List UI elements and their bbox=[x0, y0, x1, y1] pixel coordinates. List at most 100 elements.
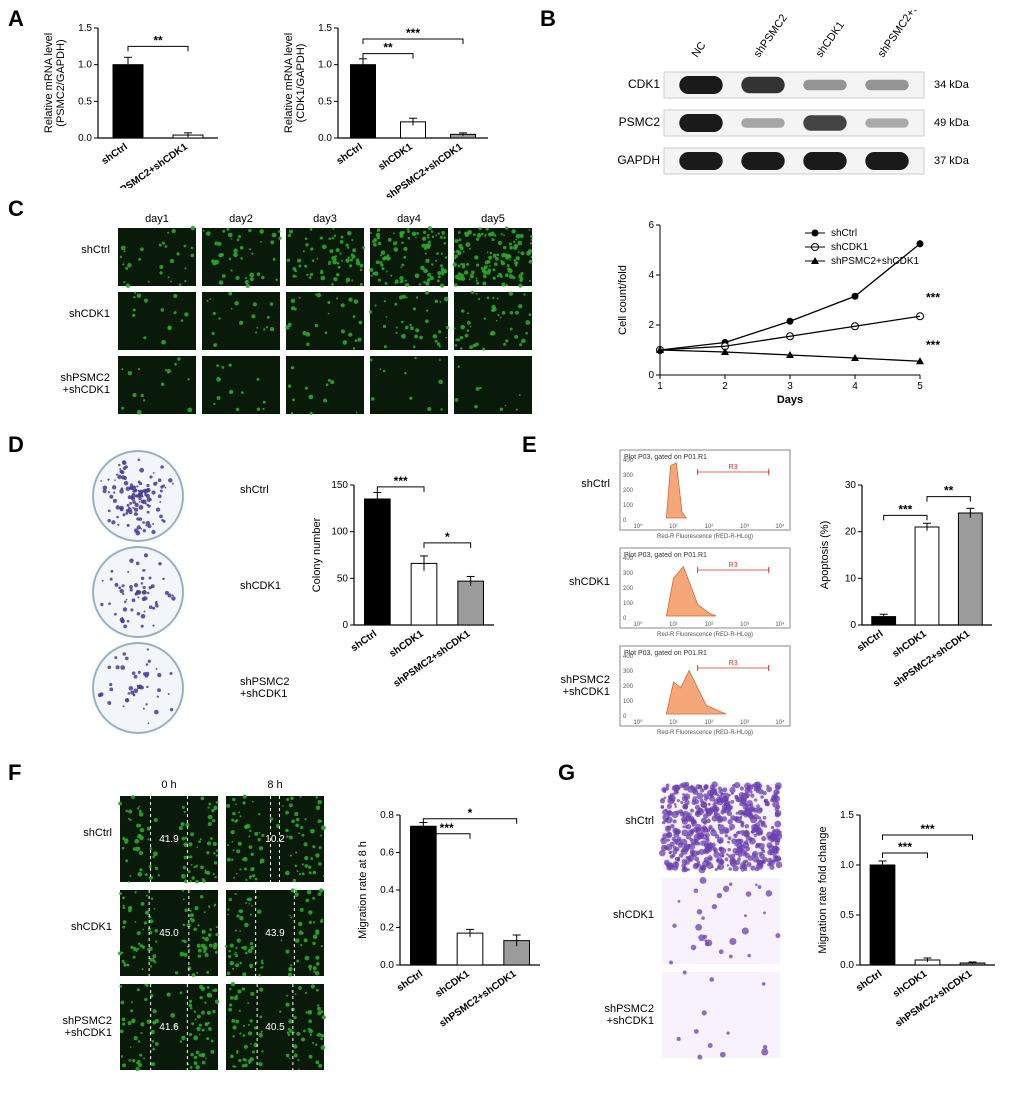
svg-text:day4: day4 bbox=[397, 213, 421, 225]
svg-text:300: 300 bbox=[623, 571, 634, 577]
svg-text:PSMC2: PSMC2 bbox=[619, 115, 661, 129]
label-d: D bbox=[8, 432, 24, 458]
svg-text:(CDK1/GAPDH): (CDK1/GAPDH) bbox=[295, 44, 307, 123]
svg-text:1.0: 1.0 bbox=[78, 60, 92, 71]
svg-text:10¹: 10¹ bbox=[669, 622, 678, 628]
svg-text:100: 100 bbox=[331, 527, 348, 538]
svg-text:10⁴: 10⁴ bbox=[775, 621, 785, 628]
svg-text:10⁴: 10⁴ bbox=[775, 523, 785, 530]
svg-text:10³: 10³ bbox=[740, 524, 749, 530]
svg-text:day3: day3 bbox=[313, 213, 337, 225]
svg-text:Days: Days bbox=[777, 394, 803, 406]
svg-text:200: 200 bbox=[623, 488, 634, 494]
svg-text:shPSMC2: shPSMC2 bbox=[604, 1003, 654, 1015]
svg-text:***: *** bbox=[406, 26, 420, 40]
svg-text:***: *** bbox=[898, 840, 912, 854]
svg-text:Apoptosis (%): Apoptosis (%) bbox=[819, 521, 831, 589]
panelF-chart: 0.00.20.40.60.8Migration rate at 8 hshCt… bbox=[338, 800, 568, 1050]
svg-text:shCDK1: shCDK1 bbox=[814, 19, 847, 59]
svg-text:0.5: 0.5 bbox=[78, 96, 92, 107]
svg-text:shPSMC2: shPSMC2 bbox=[752, 12, 790, 59]
svg-text:Red-R Fluorescence (RED-R-HLog: Red-R Fluorescence (RED-R-HLog) bbox=[657, 632, 753, 638]
svg-text:100: 100 bbox=[623, 699, 634, 705]
svg-text:shPSMC2+shCDK1: shPSMC2+shCDK1 bbox=[438, 968, 519, 1029]
panelC-chart: 024612345DaysCell count/foldshCtrlshCDK1… bbox=[590, 210, 990, 420]
svg-text:Red-R Fluorescence (RED-R-HLog: Red-R Fluorescence (RED-R-HLog) bbox=[657, 534, 753, 540]
label-b: B bbox=[540, 6, 556, 32]
svg-text:GAPDH: GAPDH bbox=[617, 153, 660, 167]
svg-text:shCDK1: shCDK1 bbox=[569, 576, 610, 588]
svg-text:10⁰: 10⁰ bbox=[633, 719, 643, 726]
svg-text:1: 1 bbox=[657, 381, 663, 392]
svg-text:0.5: 0.5 bbox=[840, 910, 854, 921]
svg-text:shCDK1: shCDK1 bbox=[388, 628, 427, 660]
panelA-chart1: 0.00.51.01.5Relative mRNA level(PSMC2/GA… bbox=[28, 8, 258, 188]
svg-text:10³: 10³ bbox=[740, 622, 749, 628]
svg-text:R3: R3 bbox=[729, 464, 738, 471]
svg-text:Plot P03, gated on P01.R1: Plot P03, gated on P01.R1 bbox=[624, 454, 707, 461]
svg-text:0.0: 0.0 bbox=[318, 133, 332, 144]
svg-text:Cell count/fold: Cell count/fold bbox=[617, 265, 629, 335]
svg-text:Migration rate at 8 h: Migration rate at 8 h bbox=[357, 841, 369, 939]
svg-text:shPSMC2+shCDK1: shPSMC2+shCDK1 bbox=[876, 10, 941, 60]
svg-text:10⁰: 10⁰ bbox=[633, 621, 643, 628]
svg-text:0.8: 0.8 bbox=[380, 810, 394, 821]
svg-text:0: 0 bbox=[850, 620, 856, 631]
svg-text:6: 6 bbox=[648, 220, 654, 231]
svg-text:***: *** bbox=[394, 474, 408, 488]
svg-text:Red-R Fluorescence (RED-R-HLog: Red-R Fluorescence (RED-R-HLog) bbox=[657, 730, 753, 736]
svg-text:+shCDK1: +shCDK1 bbox=[240, 688, 287, 700]
svg-text:43.9: 43.9 bbox=[265, 928, 285, 939]
svg-text:300: 300 bbox=[623, 473, 634, 479]
label-e: E bbox=[522, 432, 537, 458]
svg-text:Relative mRNA level: Relative mRNA level bbox=[283, 33, 295, 133]
svg-text:40.5: 40.5 bbox=[265, 1022, 285, 1033]
svg-text:45.0: 45.0 bbox=[159, 928, 179, 939]
svg-text:Migration rate fold change: Migration rate fold change bbox=[817, 826, 829, 953]
svg-text:(PSMC2/GAPDH): (PSMC2/GAPDH) bbox=[55, 39, 67, 126]
svg-text:2: 2 bbox=[722, 381, 728, 392]
svg-text:***: *** bbox=[926, 291, 940, 305]
svg-text:shPSMC2+shCDK1: shPSMC2+shCDK1 bbox=[891, 628, 972, 689]
panelD-plates: shCtrlshCDK1shPSMC2+shCDK1 bbox=[28, 446, 328, 746]
svg-text:+shCDK1: +shCDK1 bbox=[607, 1015, 654, 1027]
svg-text:Colony number: Colony number bbox=[311, 517, 323, 592]
svg-text:***: *** bbox=[920, 822, 934, 836]
svg-text:shPSMC2+shCDK1: shPSMC2+shCDK1 bbox=[893, 968, 974, 1029]
svg-text:3: 3 bbox=[787, 381, 793, 392]
svg-text:1.5: 1.5 bbox=[78, 23, 92, 34]
svg-text:8 h: 8 h bbox=[267, 779, 282, 791]
svg-text:10²: 10² bbox=[705, 622, 714, 628]
panelE-chart: 0102030Apoptosis (%)shCtrlshCDK1shPSMC2+… bbox=[804, 470, 1014, 700]
svg-text:***: *** bbox=[440, 821, 454, 835]
svg-text:R3: R3 bbox=[729, 660, 738, 667]
panelD-chart: 050100150Colony numbershCtrlshCDK1shPSMC… bbox=[292, 470, 522, 700]
svg-text:**: ** bbox=[944, 484, 954, 498]
svg-text:shCDK1: shCDK1 bbox=[377, 141, 416, 173]
svg-text:10²: 10² bbox=[705, 524, 714, 530]
svg-text:0.4: 0.4 bbox=[380, 885, 394, 896]
svg-text:day2: day2 bbox=[229, 213, 253, 225]
svg-text:20: 20 bbox=[845, 527, 857, 538]
svg-text:10¹: 10¹ bbox=[669, 524, 678, 530]
svg-text:4: 4 bbox=[852, 381, 858, 392]
svg-text:5: 5 bbox=[917, 381, 923, 392]
svg-text:400: 400 bbox=[623, 556, 634, 562]
svg-text:shPSMC2: shPSMC2 bbox=[240, 676, 290, 688]
label-c: C bbox=[8, 196, 24, 222]
svg-text:shPSMC2: shPSMC2 bbox=[560, 674, 610, 686]
svg-text:CDK1: CDK1 bbox=[628, 77, 660, 91]
svg-text:shCDK1: shCDK1 bbox=[891, 968, 930, 1000]
svg-text:shCtrl: shCtrl bbox=[83, 827, 112, 839]
svg-text:Plot P03, gated on P01.R1: Plot P03, gated on P01.R1 bbox=[624, 552, 707, 559]
svg-text:R3: R3 bbox=[729, 562, 738, 569]
svg-text:34 kDa: 34 kDa bbox=[934, 79, 970, 91]
svg-text:shCtrl: shCtrl bbox=[855, 628, 885, 654]
svg-text:0 h: 0 h bbox=[161, 779, 176, 791]
svg-text:shCtrl: shCtrl bbox=[335, 141, 365, 167]
svg-text:4: 4 bbox=[648, 270, 654, 281]
svg-text:shCtrl: shCtrl bbox=[100, 141, 130, 167]
svg-text:50: 50 bbox=[337, 573, 349, 584]
svg-text:0.6: 0.6 bbox=[380, 848, 394, 859]
svg-text:**: ** bbox=[153, 33, 163, 47]
